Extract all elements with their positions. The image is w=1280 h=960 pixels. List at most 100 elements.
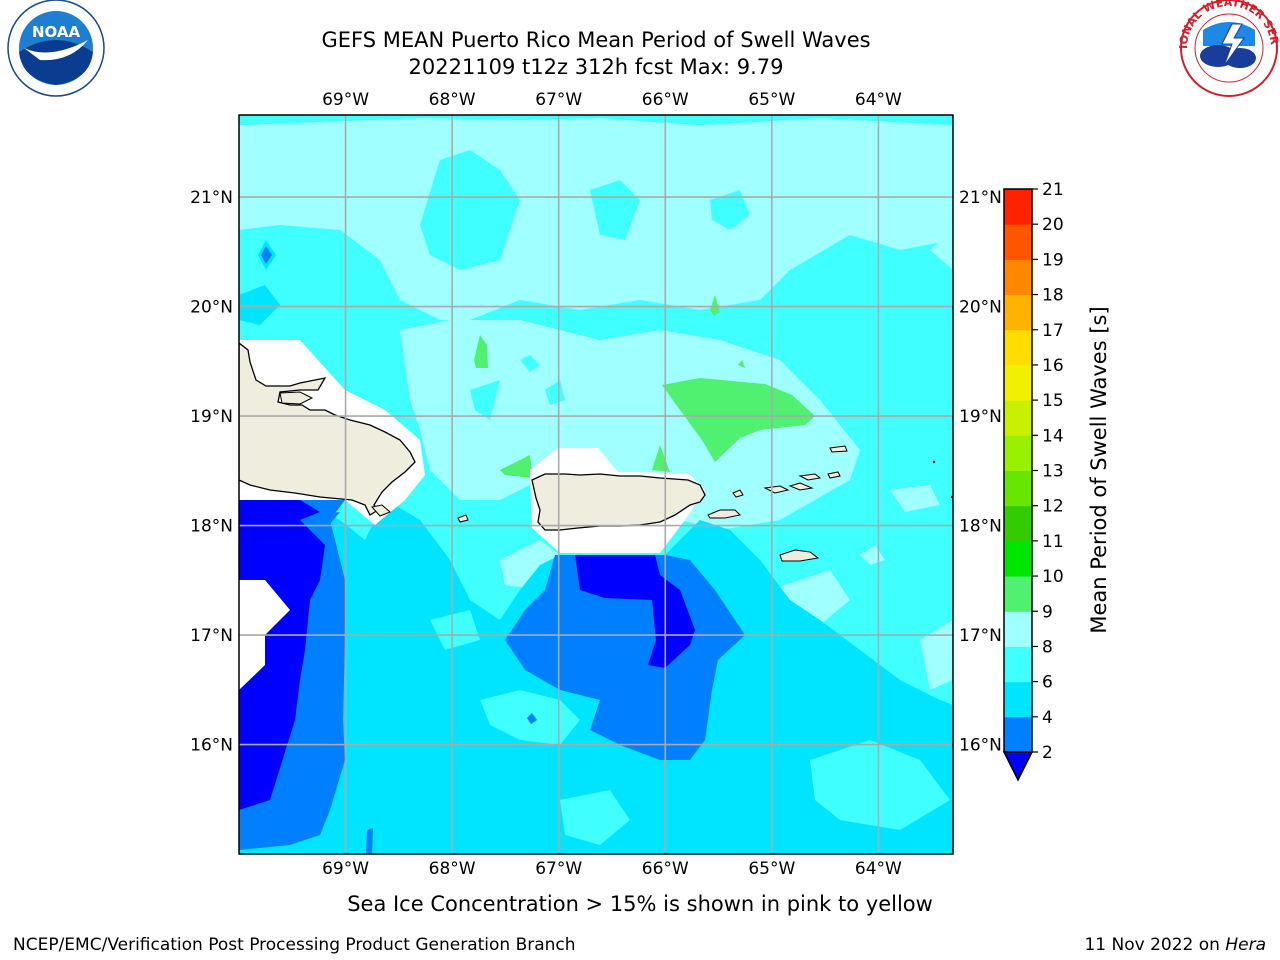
title-line-2: 20221109 t12z 312h fcst Max: 9.79 xyxy=(409,55,784,79)
nws-logo-lightning xyxy=(1221,23,1245,67)
lon-label-bottom: 64°W xyxy=(855,859,902,879)
land-anegada xyxy=(829,445,848,453)
colorbar-tick-label: 11 xyxy=(1042,532,1064,552)
colorbar-segment xyxy=(1004,259,1032,296)
colorbar-tick-label: 4 xyxy=(1042,708,1053,728)
colorbar-tick-label: 10 xyxy=(1042,567,1064,587)
land-st-croix xyxy=(779,549,820,562)
lat-label-right: 19°N xyxy=(959,407,1002,427)
colorbar-segment xyxy=(1004,681,1032,718)
footer-date-text: 11 Nov 2022 on xyxy=(1084,935,1225,955)
lat-label-left: 19°N xyxy=(190,407,233,427)
colorbar: 2 4 6 8 9 10 11 12 13 14 15 16 17 18 19 20 21 xyxy=(1002,180,1064,782)
land-hispaniola xyxy=(239,342,416,516)
lat-label-right: 18°N xyxy=(959,517,1002,537)
swell-field-lt2-west xyxy=(239,500,325,810)
swell-field-8-9-patch-1 xyxy=(805,150,840,195)
swell-field-6-8-patch-3 xyxy=(710,190,750,230)
lon-label-top: 69°W xyxy=(322,90,369,110)
lat-labels-left: 21°N 20°N 19°N 18°N 17°N 16°N xyxy=(190,188,233,755)
colorbar-tick-label: 6 xyxy=(1042,673,1053,693)
colorbar-tick-label: 19 xyxy=(1042,250,1064,270)
swell-field-4-6-north-west xyxy=(239,285,280,325)
colorbar-tick-label: 9 xyxy=(1042,602,1053,622)
swell-field-6-8-patch-6 xyxy=(520,355,540,372)
colorbar-segment xyxy=(1004,540,1032,577)
colorbar-tick-label: 12 xyxy=(1042,497,1064,517)
sea-ice-note: Sea Ice Concentration > 15% is shown in … xyxy=(347,892,933,916)
swell-field-9-10-patch-5 xyxy=(710,295,720,316)
footer-host: Hera xyxy=(1225,935,1266,955)
lat-label-left: 16°N xyxy=(190,736,233,756)
lon-label-top: 67°W xyxy=(535,90,582,110)
lat-label-left: 18°N xyxy=(190,517,233,537)
colorbar-tick-label: 14 xyxy=(1042,426,1064,446)
colorbar-segment xyxy=(1004,646,1032,683)
colorbar-segment xyxy=(1004,400,1032,436)
colorbar-segment xyxy=(1004,224,1032,260)
lon-label-top: 66°W xyxy=(642,90,689,110)
swell-field-2-4-sliver xyxy=(366,828,373,854)
footer-branch: NCEP/EMC/Verification Post Processing Pr… xyxy=(13,935,576,955)
lon-label-bottom: 66°W xyxy=(642,859,689,879)
swell-field-2-4-north-cell xyxy=(261,246,272,264)
graticule xyxy=(239,115,953,854)
land-vieques xyxy=(707,509,742,519)
swell-field-8-9-patch-2 xyxy=(930,230,953,270)
colorbar-tick-label: 18 xyxy=(1042,286,1064,306)
swell-field-2-4-speck xyxy=(527,713,537,724)
colorbar-tick-label: 20 xyxy=(1042,215,1064,235)
colorbar-tick-label: 13 xyxy=(1042,462,1064,482)
land-virgin-gorda xyxy=(827,471,841,479)
swell-field-6-8-top xyxy=(239,115,953,125)
colorbar-tick-label: 15 xyxy=(1042,391,1064,411)
swell-field-6-8-patch-1 xyxy=(420,150,520,270)
colorbar-segment xyxy=(1004,364,1032,401)
colorbar-extend-triangle xyxy=(1002,751,1034,782)
colorbar-tick-label: 2 xyxy=(1042,743,1053,763)
colorbar-segment xyxy=(1004,470,1032,507)
colorbar-segment xyxy=(1004,329,1032,366)
lat-label-left: 20°N xyxy=(190,298,233,318)
swell-field-6-8-patch-10 xyxy=(430,610,480,650)
colorbar-tick-label: 8 xyxy=(1042,637,1053,657)
swell-field-8-9-patch-6 xyxy=(890,485,940,512)
lon-labels-bottom: 69°W 68°W 67°W 66°W 65°W 64°W xyxy=(322,859,902,879)
lon-label-bottom: 65°W xyxy=(748,859,795,879)
colorbar-label: Mean Period of Swell Waves [s] xyxy=(1087,306,1111,633)
lat-labels-right: 21°N 20°N 19°N 18°N 17°N 16°N xyxy=(959,188,1002,755)
swell-field-2-4-west-tip xyxy=(315,512,340,530)
colorbar-segment xyxy=(1004,611,1032,647)
map-frame xyxy=(238,114,954,855)
swell-field-6-8-patch-5 xyxy=(545,380,565,405)
swell-field-9-10-patch-2 xyxy=(474,335,488,368)
lon-label-bottom: 67°W xyxy=(535,859,582,879)
lat-label-left: 17°N xyxy=(190,626,233,646)
lon-label-bottom: 69°W xyxy=(322,859,369,879)
lon-label-bottom: 68°W xyxy=(429,859,476,879)
lat-label-right: 17°N xyxy=(959,626,1002,646)
noaa-logo-text: NOAA xyxy=(32,23,81,41)
colorbar-segment xyxy=(1004,294,1032,331)
lat-label-left: 21°N xyxy=(190,188,233,208)
lat-label-right: 20°N xyxy=(959,298,1002,318)
swell-field-9-10-patch-6 xyxy=(738,360,745,368)
land-tortola xyxy=(798,473,822,481)
colorbar-segment xyxy=(1004,716,1032,753)
land-culebra xyxy=(732,489,744,498)
land-st-john xyxy=(788,482,814,491)
swell-field-8-9-patch-10 xyxy=(920,620,953,690)
lon-label-top: 64°W xyxy=(855,90,902,110)
colorbar-tick-label: 21 xyxy=(1042,180,1064,200)
land-puerto-rico xyxy=(531,473,706,531)
map-panel xyxy=(239,115,953,854)
swell-field-9-10-patch-3 xyxy=(500,455,533,478)
land-samana xyxy=(279,391,314,405)
lat-label-right: 16°N xyxy=(959,736,1002,756)
footer-date: 11 Nov 2022 on Hera xyxy=(1084,935,1266,955)
lat-label-right: 21°N xyxy=(959,188,1002,208)
colorbar-tick-label: 17 xyxy=(1042,321,1064,341)
lon-labels-top: 69°W 68°W 67°W 66°W 65°W 64°W xyxy=(322,90,902,110)
colorbar-segment xyxy=(1004,435,1032,471)
